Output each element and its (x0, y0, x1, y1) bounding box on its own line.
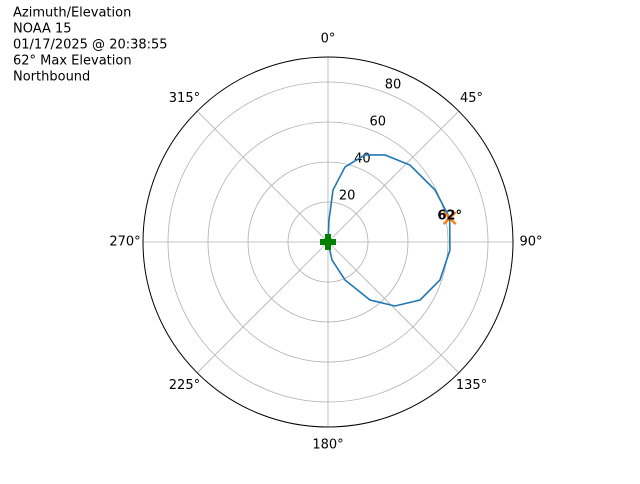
theta-tick-label: 270° (109, 235, 140, 250)
title-line: Northbound (13, 70, 90, 85)
r-grid-circle (207, 121, 449, 363)
r-grid-circle (247, 161, 409, 323)
title-line: 62° Max Elevation (13, 54, 132, 69)
polar-frame (142, 56, 514, 428)
theta-grid-line (196, 241, 329, 374)
theta-tick-label: 315° (169, 91, 200, 106)
title-line: NOAA 15 (13, 22, 72, 37)
max-marker (442, 211, 457, 226)
title-line: Azimuth/Elevation (13, 6, 131, 21)
theta-grid-line (327, 241, 460, 374)
track-line (327, 154, 451, 307)
max-label: 62° (437, 209, 462, 224)
theta-grid-line (327, 110, 460, 243)
r-tick-label: 20 (339, 188, 356, 203)
theta-tick-label: 180° (312, 438, 343, 453)
title-line: 01/17/2025 @ 20:38:55 (13, 38, 168, 53)
theta-tick-label: 0° (321, 32, 336, 47)
r-tick-label: 80 (385, 77, 402, 92)
r-grid-circle (167, 81, 489, 403)
theta-tick-label: 225° (169, 378, 200, 393)
theta-tick-label: 135° (456, 378, 487, 393)
r-grid-circle (287, 201, 369, 283)
theta-tick-label: 45° (460, 91, 483, 106)
r-tick-label: 40 (354, 151, 371, 166)
start-marker (320, 234, 336, 250)
r-tick-label: 60 (369, 114, 386, 129)
theta-tick-label: 90° (519, 235, 542, 250)
theta-grid-line (196, 110, 329, 243)
